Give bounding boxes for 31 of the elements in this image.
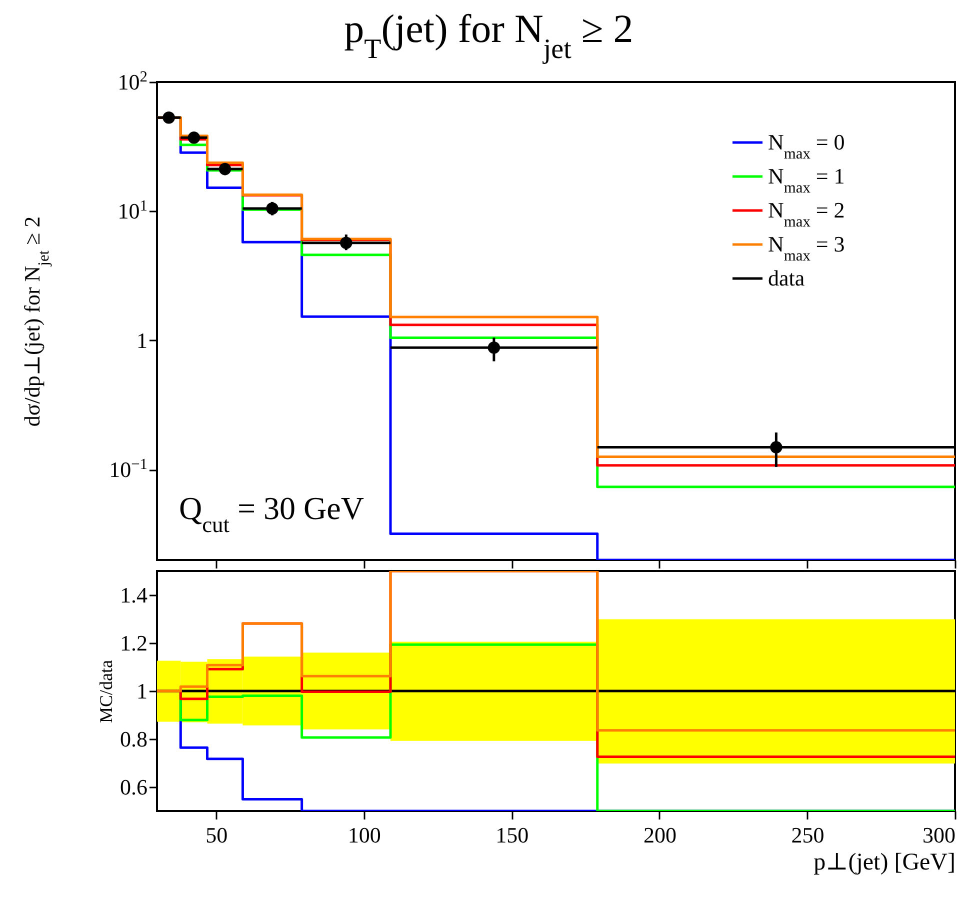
y-tick-label: 10$^{1}$: [118, 197, 148, 224]
point: [770, 441, 782, 454]
legend-label: N$_{max}$ = 1: [768, 164, 845, 196]
y-tick-label: 1: [136, 678, 148, 704]
legend-label: N$_{max}$ = 3: [768, 232, 845, 264]
y-tick-label: 10$^{−1}$: [109, 456, 148, 482]
x-tick-label: 50: [206, 822, 228, 848]
chart-title: p$_{T}$(jet) for N$_{jet}$ ≥ 2: [344, 6, 634, 64]
y-tick-label: 1.2: [120, 630, 148, 656]
y-tick-label: 1: [136, 328, 148, 353]
legend-label: N$_{max}$ = 2: [768, 198, 845, 230]
x-tick-label: 300: [922, 822, 956, 848]
point: [340, 236, 352, 249]
y-tick-label: 0.6: [120, 774, 148, 800]
y-tick-label: 0.8: [120, 726, 148, 752]
y-tick-label: 10$^{2}$: [118, 68, 148, 94]
point: [218, 162, 232, 176]
annotation: Q$_{cut}$ = 30 GeV: [179, 490, 364, 536]
x-tick-label: 250: [791, 822, 824, 848]
x-axis-title: p⊥(jet) [GeV]: [814, 850, 956, 876]
x-tick-label: 100: [348, 822, 381, 848]
x-tick-label: 200: [643, 822, 676, 848]
x-tick-label: 150: [496, 822, 529, 848]
y-tick-label: 1.4: [120, 582, 148, 608]
y-axis-title: MC/data: [96, 660, 116, 723]
legend-label: N$_{max}$ = 0: [768, 130, 845, 162]
point: [162, 112, 175, 124]
point: [188, 132, 200, 144]
point: [266, 202, 278, 215]
legend-label: data: [768, 266, 805, 290]
point: [488, 342, 500, 354]
